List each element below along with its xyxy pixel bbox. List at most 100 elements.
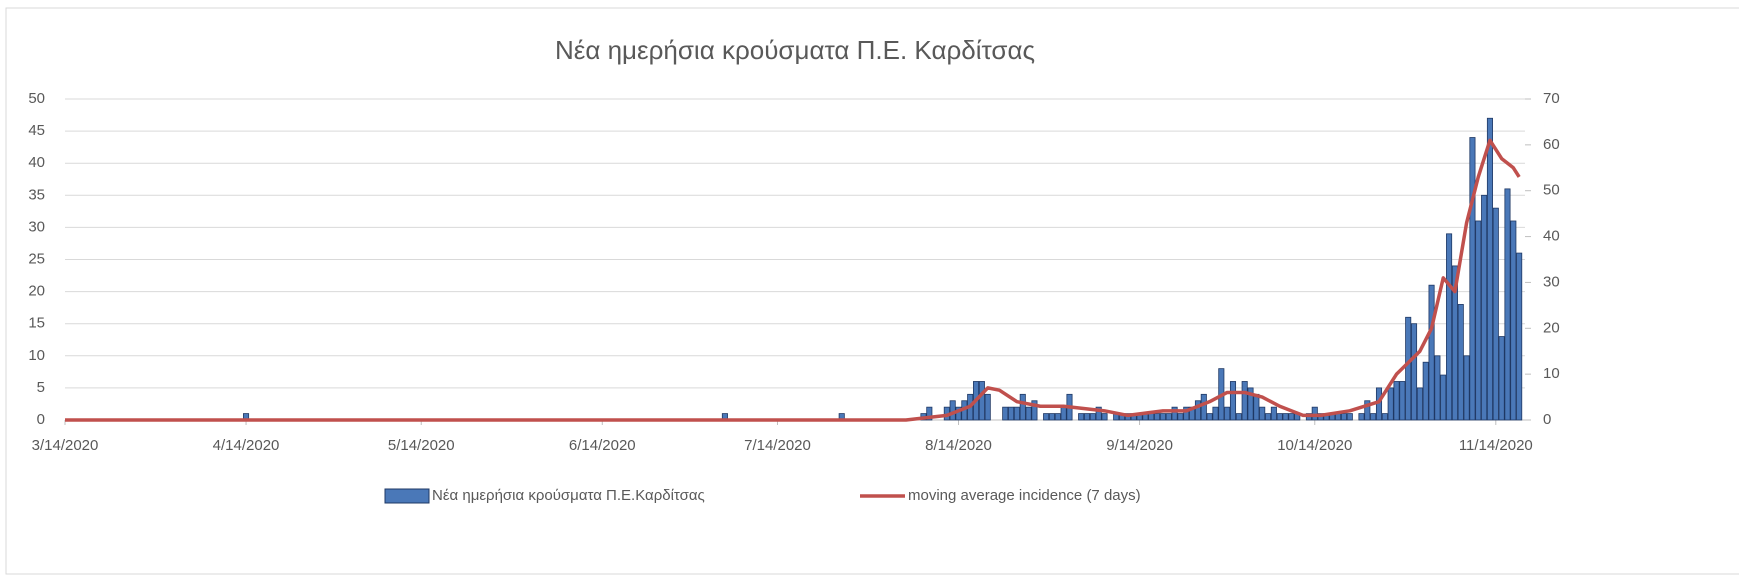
y-tick-label: 10: [28, 347, 45, 364]
y-tick-label: 5: [37, 379, 45, 396]
bar: [1422, 361, 1429, 421]
bar: [1154, 413, 1161, 421]
line: [65, 138, 1521, 422]
bar: [1358, 413, 1365, 421]
x-tick-label: 4/14/2020: [213, 437, 280, 454]
y-tick-label: 45: [28, 122, 45, 139]
legend-label: moving average incidence (7 days): [908, 487, 1141, 504]
bar: [1048, 413, 1055, 421]
bar: [1457, 304, 1464, 421]
x-tick-label: 9/14/2020: [1106, 437, 1173, 454]
bar: [1416, 387, 1423, 421]
bar: [1194, 400, 1201, 421]
bar: [1060, 406, 1067, 421]
bar: [1340, 413, 1347, 421]
bar: [1171, 406, 1178, 421]
bar: [1013, 406, 1020, 421]
y-tick-label: 25: [28, 250, 45, 267]
y2-tick-label: 30: [1543, 273, 1560, 290]
bar: [926, 406, 933, 421]
bar: [949, 400, 956, 421]
bar: [1054, 413, 1061, 421]
bar: [1451, 265, 1458, 421]
x-tick-label: 11/14/2020: [1459, 437, 1533, 454]
bar: [978, 381, 985, 421]
y-tick-label: 30: [28, 218, 45, 235]
y2-tick-label: 0: [1543, 411, 1551, 428]
bar: [1492, 207, 1499, 421]
bar: [1101, 413, 1108, 421]
bar: [1078, 413, 1085, 421]
legend-label: Νέα ημερήσια κρούσματα Π.Ε.Καρδίτσας: [432, 487, 705, 504]
y-tick-label: 50: [28, 90, 45, 107]
bar: [1428, 284, 1435, 421]
bar: [1031, 400, 1038, 421]
bar: [1276, 413, 1283, 421]
y2-tick-label: 40: [1543, 228, 1560, 245]
bar: [1498, 336, 1505, 421]
y2-tick-label: 20: [1543, 319, 1560, 336]
bar: [1241, 381, 1248, 421]
bar: [1288, 413, 1295, 421]
bar: [1259, 406, 1266, 421]
bar: [1446, 233, 1453, 421]
bar: [1270, 406, 1277, 421]
bar: [1481, 194, 1488, 421]
bar: [1025, 406, 1032, 421]
bar: [1253, 393, 1260, 421]
bar: [1364, 400, 1371, 421]
x-tick-label: 8/14/2020: [925, 437, 992, 454]
bar: [1311, 406, 1318, 421]
bar: [1019, 393, 1026, 421]
bar: [1008, 406, 1015, 421]
x-tick-label: 7/14/2020: [744, 437, 811, 454]
bar: [1002, 406, 1009, 421]
bar: [1440, 374, 1447, 421]
bar: [1089, 413, 1096, 421]
bar: [1411, 323, 1418, 421]
y2-tick-label: 10: [1543, 365, 1560, 382]
bar: [1177, 413, 1184, 421]
bar: [1183, 406, 1190, 421]
bar: [1229, 381, 1237, 421]
bar: [1399, 381, 1406, 421]
y2-tick-label: 60: [1543, 136, 1560, 153]
y-tick-label: 15: [28, 315, 45, 332]
x-tick-label: 10/14/2020: [1277, 437, 1352, 454]
bar: [1393, 381, 1400, 421]
y2-tick-label: 50: [1543, 182, 1560, 199]
bar: [1504, 188, 1511, 421]
y-tick-label: 0: [37, 411, 45, 428]
bar: [1265, 413, 1272, 421]
bar: [1282, 413, 1289, 421]
y2-tick-label: 70: [1543, 90, 1560, 107]
bar: [1224, 406, 1231, 421]
bar: [984, 393, 991, 421]
chart-title: Νέα ημερήσια κρούσματα Π.Ε. Καρδίτσας: [555, 35, 1035, 65]
bar: [1346, 413, 1353, 421]
x-tick-label: 3/14/2020: [32, 437, 99, 454]
bar: [1165, 413, 1172, 421]
bar: [1206, 413, 1213, 421]
bar: [1043, 413, 1050, 421]
bar: [1381, 413, 1388, 421]
bar: [1510, 220, 1517, 421]
bar: [1148, 413, 1155, 421]
bar: [1212, 406, 1219, 421]
bar: [1159, 413, 1166, 421]
bar: [1370, 413, 1377, 421]
y-tick-label: 35: [28, 186, 45, 203]
bar: [1405, 316, 1412, 421]
bar: [1475, 220, 1482, 421]
bar: [1434, 355, 1441, 421]
x-tick-label: 6/14/2020: [569, 437, 636, 454]
legend-swatch: [384, 488, 430, 504]
bar: [1200, 393, 1207, 421]
bar: [1387, 387, 1394, 421]
bar: [1516, 252, 1523, 421]
y-tick-label: 40: [28, 154, 45, 171]
bar: [1463, 355, 1470, 421]
x-tick-label: 5/14/2020: [388, 437, 455, 454]
bar: [1247, 387, 1254, 421]
